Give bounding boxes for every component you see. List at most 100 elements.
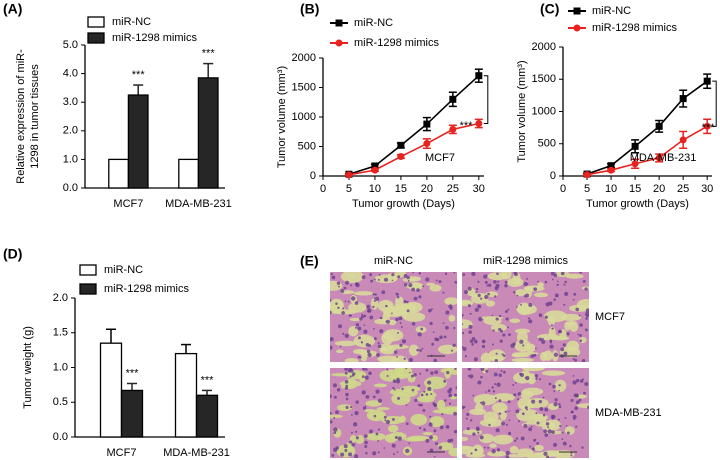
nucleus [444,272,448,275]
lumen [444,297,457,306]
lumen [437,344,457,355]
nucleus [470,452,473,455]
nucleus [453,272,456,274]
nucleus [586,314,589,318]
marker [449,95,457,103]
nucleus [522,344,525,347]
lumen [524,343,536,353]
nucleus [340,289,345,294]
nucleus [531,399,536,404]
nucleus [418,295,422,299]
nucleus [477,304,480,307]
nucleus [373,414,377,418]
nucleus [467,368,472,371]
nucleus [500,369,503,372]
series-line [348,122,479,176]
nucleus [474,448,478,452]
x-tick-label: MDA-MB-231 [165,198,232,210]
nucleus [547,426,550,429]
legend-label: miR-NC [354,17,393,29]
significance-label: *** [202,47,216,59]
nucleus [562,441,567,446]
nucleus [450,349,454,352]
nucleus [384,305,387,308]
nucleus [493,372,498,377]
nucleus [471,272,476,277]
nucleus [498,399,502,403]
y-tick-label: 0.5 [53,396,68,408]
nucleus [411,388,415,392]
nucleus [553,273,558,277]
nucleus [354,454,359,458]
nucleus [425,438,430,443]
nucleus [435,442,439,446]
nucleus [399,343,403,347]
nucleus [536,421,540,425]
y-tick-label: 1000 [532,105,556,117]
marker [703,77,711,85]
nucleus [547,429,552,434]
legend-label: miR-1298 mimics [354,37,439,49]
row-label: MDA-MB-231 [595,407,662,419]
lumen [490,323,507,332]
marker [679,95,687,103]
nucleus [538,399,543,404]
nucleus [425,393,429,396]
y-tick-label: 1.0 [53,361,68,373]
legend-label: miR-NC [104,264,143,276]
nucleus [492,329,495,332]
nucleus [364,444,368,448]
nucleus [373,278,376,281]
nucleus [566,431,570,435]
nucleus [480,375,483,379]
nucleus [393,388,396,391]
lumen [417,395,435,403]
nucleus [365,368,368,371]
nucleus [354,326,357,329]
nucleus [420,403,423,407]
nucleus [408,442,411,445]
nucleus [396,355,398,358]
nucleus [330,337,334,342]
marker [607,166,615,174]
nucleus [340,452,345,457]
nucleus [548,382,552,386]
y-tick-label: 1500 [292,81,316,93]
legend-label: miR-1298 mimics [112,32,197,44]
x-tick-label: 10 [605,183,617,195]
lumen [539,351,548,362]
nucleus [573,292,577,296]
nucleus [392,379,397,384]
nucleus [498,412,502,415]
nucleus [538,337,543,342]
nucleus [519,339,524,344]
nucleus [541,339,546,344]
nucleus [491,314,494,317]
nucleus [427,386,432,392]
bar [197,77,219,189]
lumen [513,372,533,384]
nucleus [355,430,358,433]
nucleus [397,436,402,441]
nucleus [543,451,548,456]
nucleus [405,404,408,406]
series-line [586,125,708,176]
nucleus [398,316,403,321]
nucleus [331,453,335,457]
nucleus [544,280,548,284]
lumen [576,403,589,409]
nucleus [330,299,332,302]
nucleus [516,398,520,401]
lumen [541,421,556,431]
lumen [349,317,362,322]
nucleus [488,283,492,287]
nucleus [550,341,553,344]
nucleus [405,368,408,370]
nucleus [471,336,476,341]
nucleus [566,332,570,336]
nucleus [396,295,400,299]
y-axis-label: Tumor volume (mm³) [516,60,528,162]
nucleus [542,396,545,399]
nucleus [365,394,370,399]
